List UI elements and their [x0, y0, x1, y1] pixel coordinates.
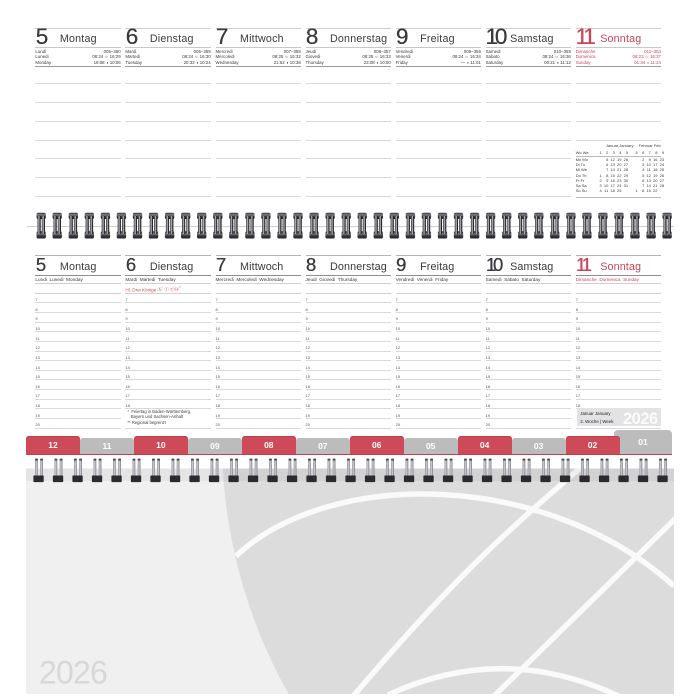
svg-text:2026: 2026 [39, 655, 107, 691]
